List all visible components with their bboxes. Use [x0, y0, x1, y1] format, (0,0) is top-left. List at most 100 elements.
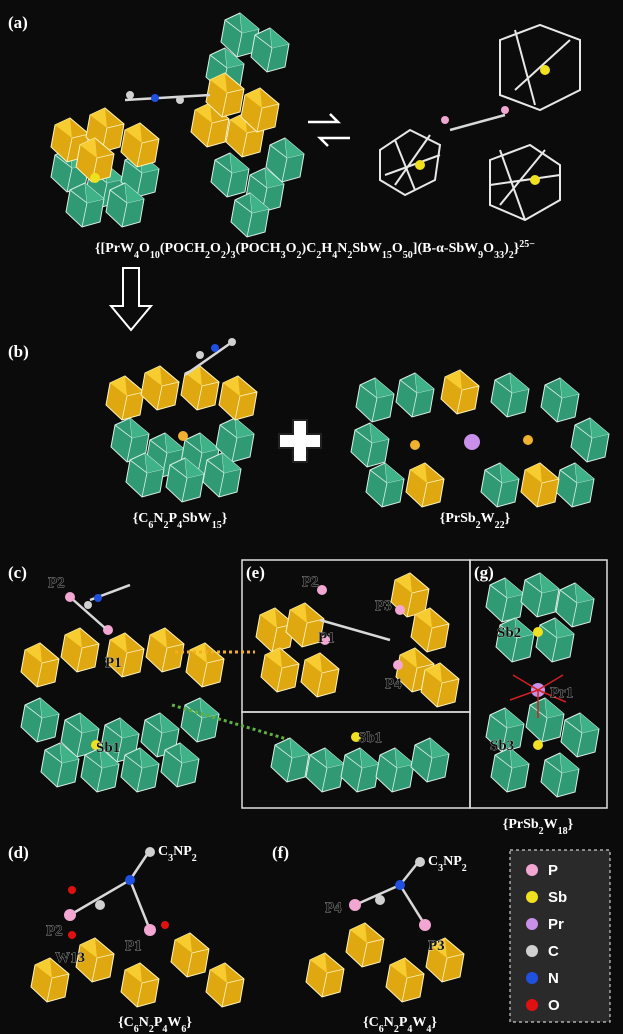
formula-part: N	[337, 241, 347, 256]
atom-label: Sb1	[358, 730, 382, 746]
formula-part: 4	[426, 1024, 431, 1034]
legend-label: O	[548, 997, 560, 1014]
formula: {C6N2P4W4}	[363, 1015, 437, 1034]
formula-part: H	[321, 241, 332, 256]
formula-part: P	[169, 511, 178, 526]
formula-part: 3	[231, 250, 236, 261]
legend-label: N	[548, 970, 559, 987]
atom-label: P2	[48, 575, 65, 591]
panel-label: (g)	[474, 563, 494, 582]
legend-label: C	[548, 943, 559, 960]
link-green	[171, 703, 291, 742]
polyhedra-a-left	[50, 12, 305, 238]
panel-label: (d)	[8, 843, 29, 862]
formula-part: W	[481, 511, 495, 526]
formula: {C6N2P4W6}	[118, 1015, 192, 1034]
legend-swatch	[526, 972, 538, 984]
formula-part: C	[428, 854, 438, 869]
formula-part: {C	[118, 1015, 134, 1030]
formula-part: 2	[192, 853, 197, 864]
formula-part: 22	[495, 520, 505, 531]
formula-part: }	[186, 1015, 192, 1030]
formula-part: }	[431, 1015, 437, 1030]
formula-part: )C	[302, 241, 317, 256]
panel-label: (b)	[8, 342, 29, 361]
formula-part: 2	[509, 250, 514, 261]
panel-label: (c)	[8, 563, 27, 582]
formula-part: N	[153, 511, 163, 526]
formula-part: 33	[494, 250, 504, 261]
legend-label: Sb	[548, 889, 567, 906]
legend-label: P	[548, 862, 558, 879]
plus-sign	[278, 419, 322, 463]
atom-label: Sb3	[490, 738, 514, 754]
legend-swatch	[526, 864, 538, 876]
formula-part: 10	[150, 250, 160, 261]
atom-label: Sb1	[96, 740, 120, 756]
formula-part: }	[505, 511, 511, 526]
formula-part: NP	[443, 854, 462, 869]
formula-part: W	[544, 817, 558, 832]
polyhedra-c	[20, 583, 225, 793]
panel-frames	[241, 559, 608, 809]
panel-label: (a)	[8, 13, 28, 32]
atom-label: P2	[46, 923, 63, 939]
formula-part: P	[154, 1015, 163, 1030]
formula: C3NP2	[158, 844, 197, 864]
formula-part: 3	[281, 250, 286, 261]
formula-part: 15	[212, 520, 222, 531]
formula-part: 3	[168, 853, 173, 864]
formula-part: SbW	[182, 511, 212, 526]
formula-part: P	[399, 1015, 408, 1030]
formula-part: O	[483, 241, 494, 256]
down-arrow	[108, 267, 154, 332]
wireframe	[379, 23, 581, 222]
formula-part: NP	[173, 844, 192, 859]
formula: {[PrW4O10(POCH2O2)3(POCH3O2)C2H4N2SbW15O…	[95, 239, 535, 261]
atom-label: P4	[325, 900, 342, 916]
atom-label: P4	[385, 676, 402, 692]
formula-part: 4	[134, 250, 139, 261]
legend-box	[509, 849, 611, 1023]
formula-part: O	[392, 241, 403, 256]
polyhedra-b-left	[105, 338, 258, 503]
formula-part: {C	[363, 1015, 379, 1030]
formula-part: 2	[539, 826, 544, 837]
polyhedra-g	[485, 572, 600, 798]
panel-label: (e)	[246, 563, 265, 582]
formula: C3NP2	[428, 854, 467, 874]
formula: {PrSb2W22}	[440, 511, 511, 531]
formula-part: N	[139, 1015, 149, 1030]
polyhedra-b-right	[350, 369, 610, 508]
polyhedra-f	[305, 857, 465, 1003]
formula-part: )	[226, 241, 231, 256]
atom-label: P1	[105, 655, 122, 671]
formula-part: 25−	[519, 239, 535, 250]
legend-swatch	[526, 891, 538, 903]
formula-part: O	[286, 241, 297, 256]
polyhedra-e	[255, 572, 460, 793]
formula-part: (POCH	[236, 241, 281, 256]
legend-swatch	[526, 945, 538, 957]
legend: P Sb Pr CNO	[526, 862, 567, 1014]
formula-part: 6	[134, 1024, 139, 1034]
polyhedra-d	[30, 847, 245, 1008]
formula-part: {PrSb	[503, 817, 539, 832]
atom-label: W13	[55, 950, 85, 966]
formula-part: C	[158, 844, 168, 859]
formula-part: 6	[148, 520, 153, 531]
formula-part: 6	[379, 1024, 384, 1034]
exchange-arrows	[308, 113, 350, 147]
formula: {PrSb2W18}	[503, 817, 574, 837]
formula-part: 2	[205, 250, 210, 261]
formula-part: 18	[558, 826, 568, 837]
formula-part: 4	[407, 1024, 412, 1034]
formula-part: }	[514, 241, 520, 256]
formula-part: N	[384, 1015, 394, 1030]
formula-part: }	[222, 511, 228, 526]
formula-part: {C	[133, 511, 149, 526]
panel-label: (f)	[272, 843, 289, 862]
atom-label: Sb2	[497, 625, 521, 641]
formula-part: {[PrW	[95, 241, 134, 256]
